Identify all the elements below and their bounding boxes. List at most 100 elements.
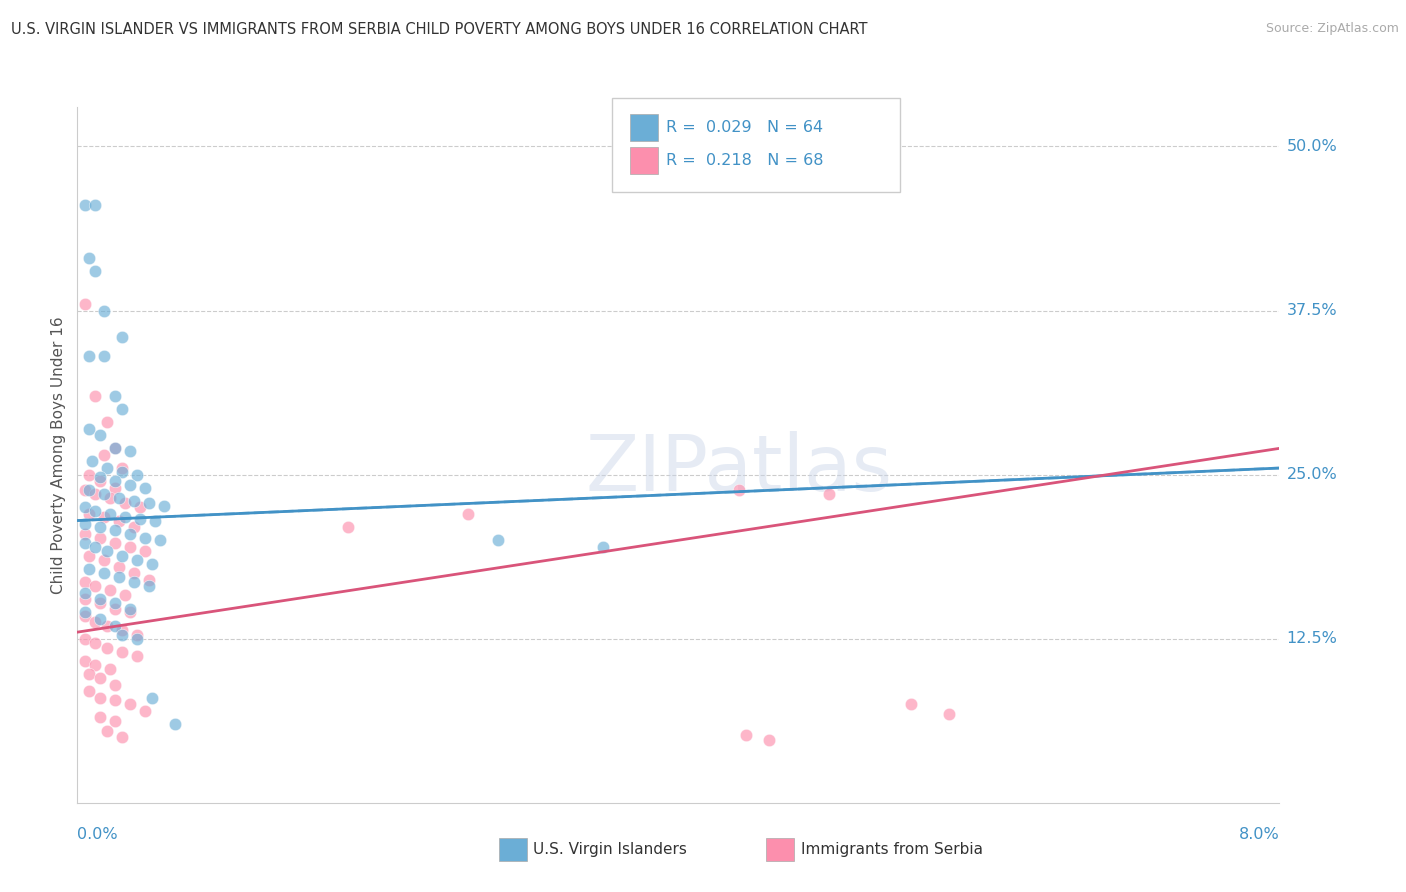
Point (486, 533, 509, 548)
Point (114, 588, 136, 602)
Point (758, 732, 780, 747)
Point (84, 540, 107, 554)
Point (89, 612, 111, 626)
Text: R =  0.218   N = 68: R = 0.218 N = 68 (666, 153, 824, 168)
Point (84, 504, 107, 518)
Point (79, 684, 101, 698)
Point (100, 507, 122, 521)
Point (93, 303, 115, 318)
Text: 25.0%: 25.0% (1286, 467, 1337, 482)
Point (73, 536, 96, 550)
Point (84, 389, 107, 403)
Point (124, 520, 146, 534)
Point (127, 628, 149, 642)
Point (111, 549, 134, 563)
Point (73, 198, 96, 212)
Point (149, 533, 172, 548)
Point (111, 645, 134, 659)
Point (134, 531, 156, 545)
Point (89, 592, 111, 607)
Point (79, 507, 101, 521)
Point (73, 654, 96, 668)
Point (163, 717, 186, 731)
Point (93, 553, 115, 567)
Point (89, 428, 111, 442)
Point (104, 389, 127, 403)
Point (114, 509, 136, 524)
Point (79, 422, 101, 436)
Point (73, 606, 96, 620)
Point (118, 526, 141, 541)
Point (735, 727, 758, 741)
Point (817, 487, 839, 501)
Point (84, 264, 107, 278)
Point (127, 632, 149, 646)
Point (84, 657, 107, 672)
Text: ZIPatlas: ZIPatlas (585, 431, 891, 507)
Point (124, 566, 146, 580)
Point (84, 579, 107, 593)
Point (84, 487, 107, 501)
Point (138, 579, 160, 593)
Point (84, 198, 107, 212)
Point (73, 575, 96, 590)
Point (93, 350, 115, 364)
Point (104, 596, 127, 610)
Text: 0.0%: 0.0% (77, 827, 118, 841)
Point (100, 583, 122, 598)
Point (129, 512, 152, 526)
Point (104, 442, 127, 456)
Point (108, 514, 131, 528)
Point (111, 628, 134, 642)
Point (118, 601, 141, 615)
Point (138, 496, 160, 510)
Point (108, 559, 131, 574)
Point (73, 483, 96, 498)
Point (141, 557, 163, 571)
Point (79, 562, 101, 576)
Text: 37.5%: 37.5% (1286, 303, 1337, 318)
Text: Immigrants from Serbia: Immigrants from Serbia (801, 842, 983, 856)
Point (104, 474, 127, 488)
Point (124, 575, 146, 590)
Point (96, 415, 118, 429)
Point (124, 494, 146, 508)
Point (153, 499, 176, 513)
Point (89, 671, 111, 685)
Text: U.S. VIRGIN ISLANDER VS IMMIGRANTS FROM SERBIA CHILD POVERTY AMONG BOYS UNDER 16: U.S. VIRGIN ISLANDER VS IMMIGRANTS FROM … (11, 22, 868, 37)
Point (900, 698, 922, 712)
Point (100, 491, 122, 506)
Point (96, 543, 118, 558)
Point (134, 704, 156, 718)
Point (79, 483, 101, 498)
Point (727, 483, 749, 498)
Point (129, 500, 152, 515)
Point (111, 623, 134, 637)
Point (93, 487, 115, 501)
Point (96, 461, 118, 475)
Point (104, 481, 127, 495)
Point (93, 448, 115, 462)
Point (73, 609, 96, 624)
Point (73, 586, 96, 600)
Point (104, 678, 127, 692)
Text: U.S. Virgin Islanders: U.S. Virgin Islanders (533, 842, 686, 856)
Point (82, 454, 104, 468)
Point (79, 667, 101, 681)
Point (96, 640, 118, 655)
Point (118, 698, 141, 712)
Point (84, 635, 107, 649)
Point (89, 531, 111, 545)
Point (104, 601, 127, 615)
Point (100, 662, 122, 676)
Point (118, 478, 141, 492)
Point (127, 467, 149, 482)
Point (79, 549, 101, 563)
Point (108, 570, 131, 584)
Point (93, 509, 115, 524)
Point (938, 706, 960, 721)
Point (111, 730, 134, 744)
Point (89, 474, 111, 488)
Point (73, 500, 96, 515)
Point (108, 491, 131, 506)
